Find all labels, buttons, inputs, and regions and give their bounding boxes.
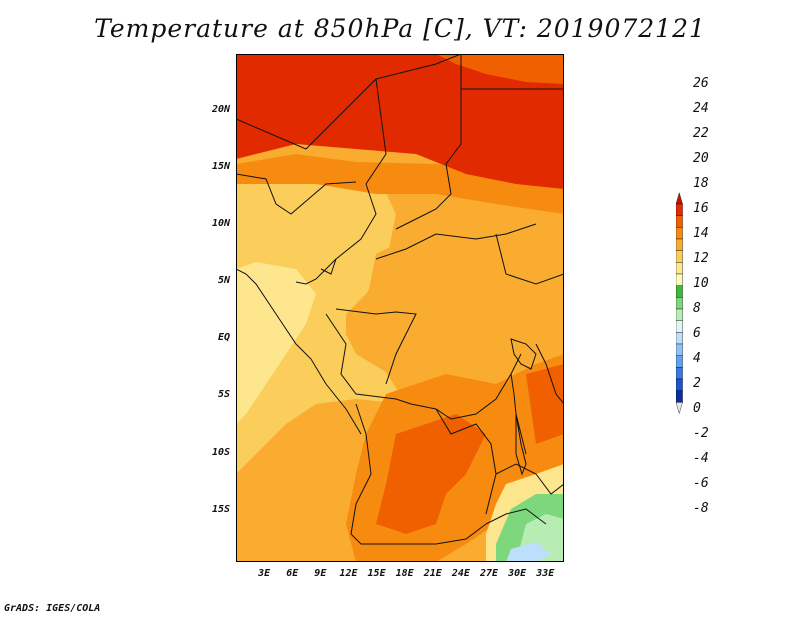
field-4-6-se xyxy=(506,542,551,562)
border-car xyxy=(375,223,537,260)
colorbar-label: -8 xyxy=(693,501,709,516)
lat-tick-label: 10N xyxy=(211,218,230,230)
field-22-24-ne xyxy=(436,54,564,84)
coastline xyxy=(236,268,362,435)
colorbar-label: 8 xyxy=(693,301,701,316)
colorbar-label: 24 xyxy=(693,101,709,116)
lon-tick-label: 24E xyxy=(451,568,470,579)
lake-tanganyika xyxy=(515,413,527,476)
colorbar-segment xyxy=(676,367,683,380)
colorbar-label: 20 xyxy=(693,151,709,166)
colorbar-bottom-arrow xyxy=(676,402,683,415)
map-frame xyxy=(236,54,564,562)
lat-tick-label: 10S xyxy=(211,446,230,458)
border-malawi xyxy=(495,463,564,495)
lon-tick-label: 21E xyxy=(423,568,442,579)
colorbar-segment xyxy=(676,332,683,345)
country-borders xyxy=(236,54,564,545)
border-cameroon xyxy=(295,258,337,285)
border-east xyxy=(535,343,564,405)
border-west xyxy=(236,173,357,215)
colorbar-label: 18 xyxy=(693,176,709,191)
colorbar-label: -4 xyxy=(693,451,709,466)
lat-tick-label: 5N xyxy=(217,275,230,287)
colorbar-segment xyxy=(676,355,683,368)
border-chad-sudan xyxy=(395,54,462,230)
lat-tick-label: EQ xyxy=(217,332,230,344)
colorbar-label: 10 xyxy=(693,276,709,291)
colorbar-segment xyxy=(676,250,683,263)
border-drc-south xyxy=(395,353,522,420)
lon-tick-label: 30E xyxy=(508,568,527,579)
colorbar-segment xyxy=(676,285,683,298)
lat-tick-label: 15S xyxy=(211,503,230,515)
colorbar-segment xyxy=(676,273,683,286)
colorbar-segment xyxy=(676,203,683,216)
lon-tick-label: 15E xyxy=(367,568,386,579)
colorbar-segment xyxy=(676,297,683,310)
colorbar-label: 12 xyxy=(693,251,709,266)
field-24-26-sahara xyxy=(236,54,564,189)
lat-tick-label: 20N xyxy=(211,104,230,116)
lon-tick-label: 12E xyxy=(339,568,358,579)
border-congo xyxy=(335,308,417,385)
colorbar-top-arrow xyxy=(676,192,683,205)
map-plot xyxy=(236,54,564,562)
colorbar-label: 26 xyxy=(693,76,709,91)
lat-tick-label: 5S xyxy=(217,389,230,401)
colorbar-segment xyxy=(676,308,683,321)
colorbar-segment xyxy=(676,343,683,356)
colorbar-segment xyxy=(676,238,683,251)
border-zambia xyxy=(435,408,497,515)
field-sw xyxy=(236,524,276,562)
lon-tick-label: 6E xyxy=(286,568,299,579)
colorbar-segment xyxy=(676,215,683,228)
field-22-24-east xyxy=(526,364,564,444)
colorbar-label: 0 xyxy=(693,401,701,416)
lat-tick-label: 15N xyxy=(211,161,230,173)
field-18-20-basin xyxy=(366,224,564,384)
credit-text: GrADS: IGES/COLA xyxy=(4,603,101,614)
colorbar-segment xyxy=(676,262,683,275)
lake-victoria xyxy=(510,338,537,370)
temperature-field xyxy=(236,54,564,562)
field-14-16-coast xyxy=(236,262,316,424)
border-angola xyxy=(350,403,487,545)
colorbar xyxy=(676,192,683,415)
colorbar-label: 16 xyxy=(693,201,709,216)
lon-tick-label: 27E xyxy=(479,568,499,579)
colorbar-label: 6 xyxy=(693,326,701,341)
border-south-sudan xyxy=(495,233,564,285)
colorbar-segment xyxy=(676,390,683,403)
field-16-18-west xyxy=(236,164,406,474)
border-zimbabwe xyxy=(485,508,547,525)
colorbar-segment xyxy=(676,320,683,333)
border-gabon xyxy=(325,313,397,400)
field-22-24-south xyxy=(376,414,486,534)
lon-tick-label: 3E xyxy=(258,568,271,579)
chart-title: Temperature at 850hPa [C], VT: 201907212… xyxy=(94,14,706,43)
border-niger-chad xyxy=(320,78,387,275)
colorbar-label: 4 xyxy=(693,351,701,366)
colorbar-label: -2 xyxy=(693,426,709,441)
colorbar-label: 14 xyxy=(693,226,709,241)
lon-tick-label: 33E xyxy=(536,568,555,579)
lon-tick-label: 9E xyxy=(314,568,327,579)
colorbar-label: 22 xyxy=(693,126,709,141)
colorbar-label: 2 xyxy=(693,376,701,391)
lon-tick-label: 18E xyxy=(395,568,414,579)
colorbar-segment xyxy=(676,378,683,391)
colorbar-label: -6 xyxy=(693,476,709,491)
colorbar-segment xyxy=(676,227,683,240)
